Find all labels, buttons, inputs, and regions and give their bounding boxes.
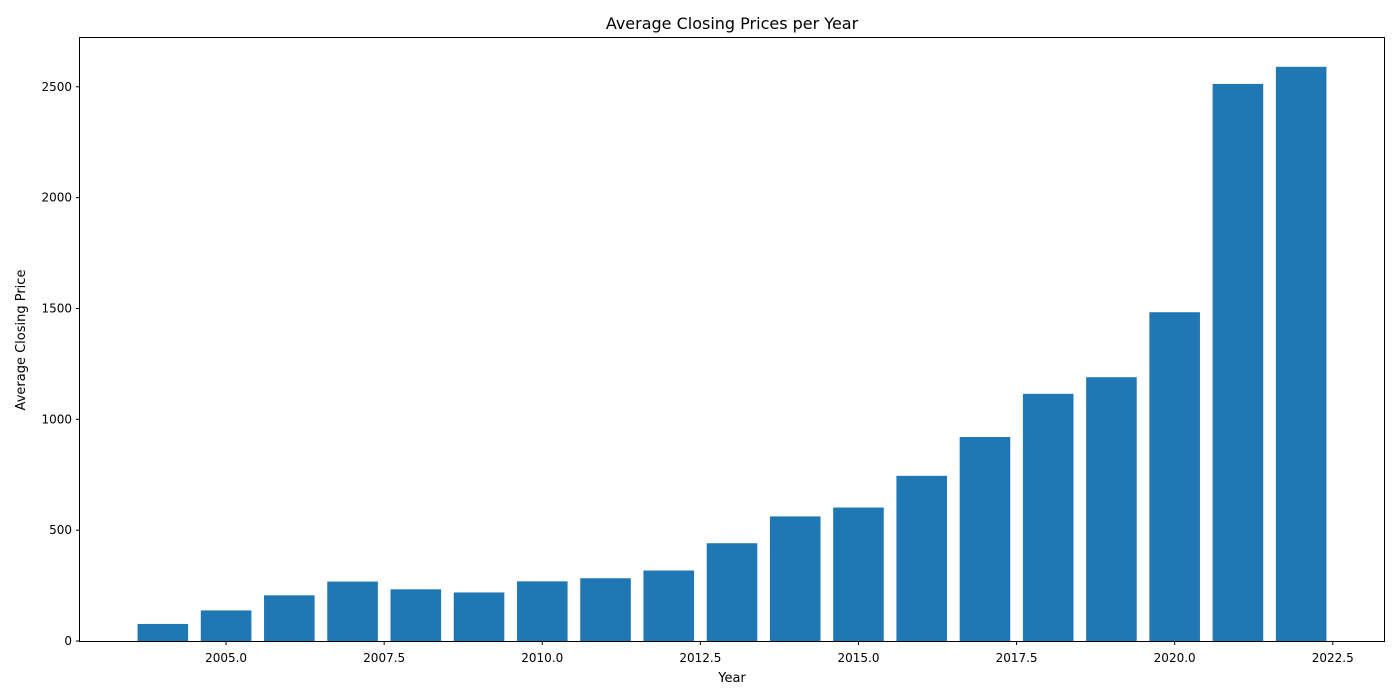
x-tick-label: 2007.5 <box>363 651 405 665</box>
bar-2005 <box>200 610 252 641</box>
bar-2018 <box>1022 393 1074 641</box>
bar-2008 <box>390 589 442 641</box>
bar-2010 <box>516 581 568 641</box>
x-tick-label: 2017.5 <box>996 651 1038 665</box>
y-tick-label: 1500 <box>41 301 72 315</box>
y-tick-label: 0 <box>64 634 72 648</box>
bar-2013 <box>706 543 758 641</box>
x-tick-label: 2020.0 <box>1154 651 1196 665</box>
y-axis-label: Average Closing Price <box>14 270 29 411</box>
bar-2020 <box>1149 312 1200 641</box>
chart-title: Average Closing Prices per Year <box>606 14 859 33</box>
bar-2007 <box>327 581 378 641</box>
x-tick-label: 2015.0 <box>837 651 879 665</box>
y-axis-ticks: 0 500 1000 1500 2000 2500 <box>41 80 80 648</box>
x-axis-ticks: 2005.0 2007.5 2010.0 2012.5 2015.0 2017.5 2020… <box>205 641 1354 665</box>
x-tick-label: 2005.0 <box>205 651 247 665</box>
bars-group <box>137 66 1327 641</box>
bar-2004 <box>137 623 189 641</box>
bar-2017 <box>959 437 1011 641</box>
x-tick-label: 2022.5 <box>1312 651 1354 665</box>
bar-2021 <box>1212 83 1264 641</box>
y-tick-label: 2000 <box>41 191 72 205</box>
bar-2009 <box>453 592 505 641</box>
bar-2019 <box>1086 377 1137 641</box>
plot-frame <box>79 37 1385 642</box>
bar-2016 <box>896 475 948 641</box>
bar-2006 <box>264 595 315 641</box>
bar-2012 <box>643 570 695 641</box>
x-tick-label: 2012.5 <box>679 651 721 665</box>
x-axis-label: Year <box>717 671 746 686</box>
bar-2011 <box>580 578 631 641</box>
y-tick-label: 1000 <box>41 412 72 426</box>
x-tick-label: 2010.0 <box>521 651 563 665</box>
y-tick-label: 2500 <box>41 80 72 94</box>
bar-2022 <box>1275 66 1327 641</box>
bar-2014 <box>769 516 821 641</box>
y-tick-label: 500 <box>49 523 72 537</box>
bar-2015 <box>833 507 884 641</box>
